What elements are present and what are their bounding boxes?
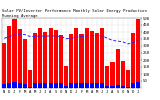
Bar — [38, 83, 42, 88]
Bar — [110, 86, 115, 88]
Bar — [48, 83, 53, 88]
Bar — [90, 31, 94, 88]
Bar — [85, 28, 89, 88]
Bar — [74, 83, 78, 88]
Bar — [131, 33, 135, 88]
Bar — [116, 49, 120, 88]
Bar — [38, 28, 42, 88]
Bar — [33, 83, 37, 88]
Bar — [12, 19, 16, 88]
Bar — [7, 26, 11, 88]
Bar — [23, 84, 27, 88]
Bar — [2, 43, 6, 88]
Bar — [95, 33, 99, 88]
Bar — [18, 83, 22, 88]
Bar — [105, 66, 109, 88]
Bar — [105, 86, 109, 88]
Bar — [74, 28, 78, 88]
Bar — [80, 83, 84, 88]
Bar — [136, 19, 140, 88]
Text: Solar PV/Inverter Performance Monthly Solar Energy Production Running Average: Solar PV/Inverter Performance Monthly So… — [2, 9, 146, 18]
Bar — [59, 83, 63, 88]
Bar — [110, 62, 115, 88]
Bar — [121, 86, 125, 88]
Bar — [43, 32, 48, 88]
Bar — [33, 33, 37, 88]
Bar — [116, 84, 120, 88]
Bar — [64, 86, 68, 88]
Bar — [48, 28, 53, 88]
Bar — [43, 83, 48, 88]
Bar — [69, 83, 73, 88]
Bar — [12, 82, 16, 88]
Bar — [121, 61, 125, 88]
Bar — [23, 39, 27, 88]
Bar — [100, 28, 104, 88]
Bar — [95, 83, 99, 88]
Bar — [90, 83, 94, 88]
Bar — [59, 35, 63, 88]
Bar — [2, 84, 6, 88]
Bar — [28, 87, 32, 88]
Bar — [126, 87, 130, 88]
Bar — [64, 66, 68, 88]
Bar — [126, 70, 130, 88]
Bar — [28, 70, 32, 88]
Bar — [85, 83, 89, 88]
Bar — [100, 83, 104, 88]
Bar — [131, 83, 135, 88]
Bar — [54, 83, 58, 88]
Bar — [54, 30, 58, 88]
Bar — [80, 34, 84, 88]
Bar — [7, 83, 11, 88]
Bar — [18, 29, 22, 88]
Bar — [136, 82, 140, 88]
Bar — [69, 34, 73, 88]
